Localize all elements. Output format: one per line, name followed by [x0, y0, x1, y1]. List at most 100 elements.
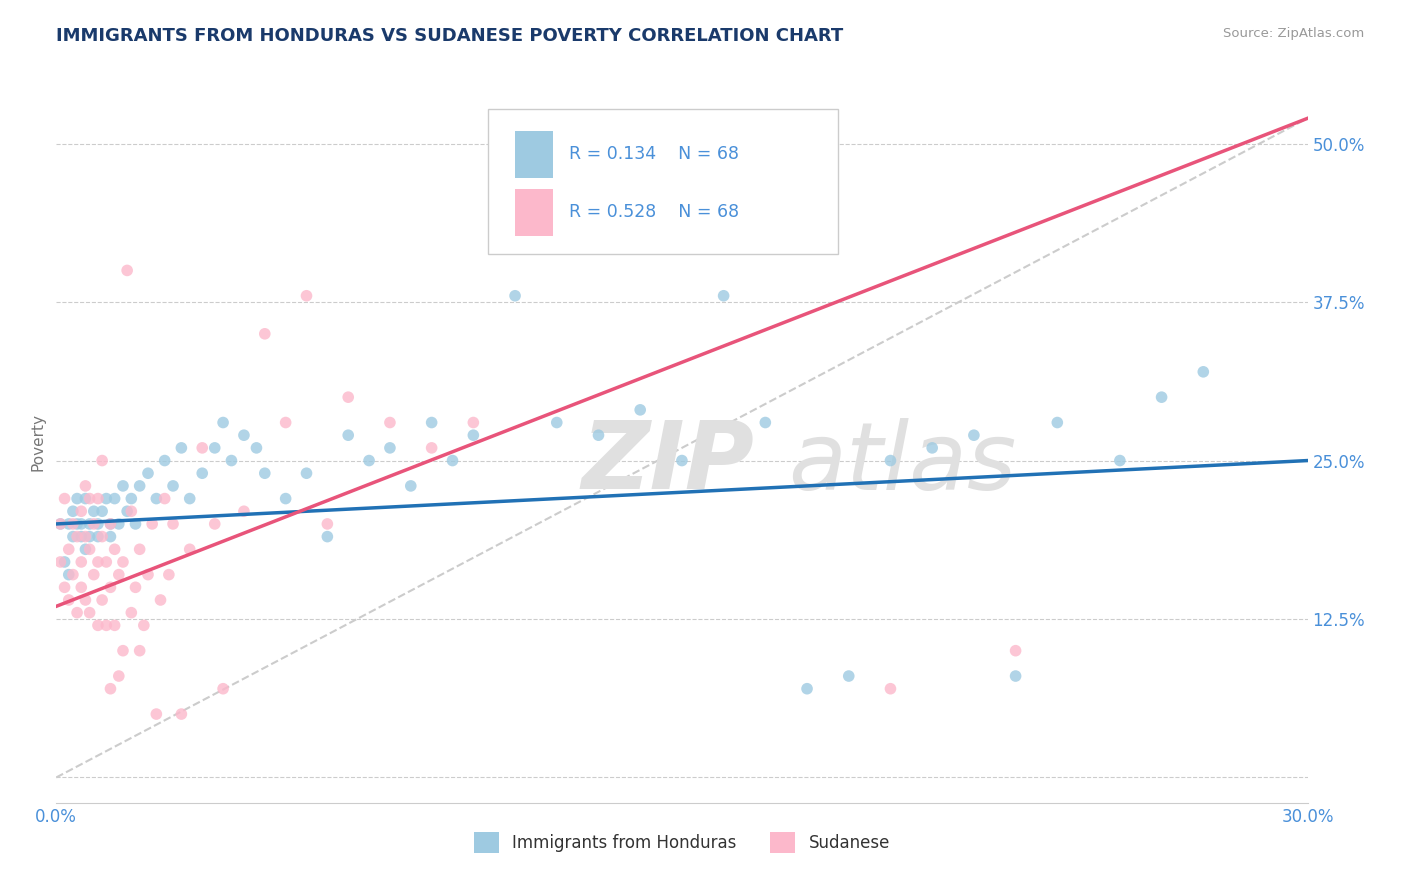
Point — [53, 555, 76, 569]
Point — [963, 428, 986, 442]
Point — [104, 542, 127, 557]
Point — [111, 555, 134, 569]
Point — [796, 681, 818, 696]
Point — [274, 491, 297, 506]
Point — [75, 542, 97, 557]
Point — [838, 669, 860, 683]
Point — [128, 643, 150, 657]
Point — [153, 453, 176, 467]
Point — [91, 593, 114, 607]
Point — [83, 567, 105, 582]
Point — [441, 453, 464, 467]
Point — [233, 504, 256, 518]
Point — [49, 516, 72, 531]
Point — [128, 479, 150, 493]
Point — [70, 516, 93, 531]
Point — [145, 491, 167, 506]
Point — [212, 416, 235, 430]
Point — [128, 542, 150, 557]
Point — [295, 467, 318, 481]
Point — [104, 618, 127, 632]
Point — [87, 491, 110, 506]
Point — [191, 441, 214, 455]
Point — [136, 467, 159, 481]
Point — [115, 263, 138, 277]
Text: R = 0.528    N = 68: R = 0.528 N = 68 — [569, 202, 740, 221]
Text: atlas: atlas — [789, 417, 1017, 508]
Point — [1004, 643, 1026, 657]
Legend: Immigrants from Honduras, Sudanese: Immigrants from Honduras, Sudanese — [467, 826, 897, 860]
Point — [79, 516, 101, 531]
Point — [628, 402, 651, 417]
Point — [83, 516, 105, 531]
Point — [111, 479, 134, 493]
Point — [136, 567, 159, 582]
Point — [108, 669, 131, 683]
Point — [463, 416, 485, 430]
FancyBboxPatch shape — [488, 109, 838, 253]
Point — [70, 530, 93, 544]
Point — [62, 516, 84, 531]
Point — [378, 441, 401, 455]
Point — [62, 530, 84, 544]
Point — [921, 441, 943, 455]
Point — [120, 491, 142, 506]
Point — [141, 516, 163, 531]
Point — [179, 491, 201, 506]
Point — [162, 516, 184, 531]
Point — [546, 416, 568, 430]
Point — [96, 491, 118, 506]
Point — [253, 467, 276, 481]
Point — [75, 491, 97, 506]
Text: ZIP: ZIP — [582, 417, 755, 509]
Point — [70, 504, 93, 518]
Point — [96, 555, 118, 569]
Point — [108, 516, 131, 531]
Point — [157, 567, 180, 582]
Point — [66, 516, 89, 531]
Point — [58, 516, 80, 531]
Point — [754, 416, 776, 430]
Point — [212, 681, 235, 696]
Point — [359, 453, 381, 467]
Point — [713, 289, 735, 303]
Point — [233, 428, 256, 442]
Point — [58, 542, 80, 557]
Point — [245, 441, 267, 455]
Point — [221, 453, 243, 467]
Point — [75, 530, 97, 544]
Point — [120, 606, 142, 620]
Point — [49, 516, 72, 531]
Text: R = 0.134    N = 68: R = 0.134 N = 68 — [569, 145, 740, 163]
Point — [1192, 365, 1215, 379]
Point — [91, 504, 114, 518]
Point — [253, 326, 276, 341]
Point — [162, 479, 184, 493]
Point — [420, 441, 443, 455]
FancyBboxPatch shape — [516, 131, 553, 178]
Point — [378, 416, 401, 430]
Point — [337, 390, 360, 404]
Point — [179, 542, 201, 557]
Point — [170, 441, 193, 455]
Point — [399, 479, 422, 493]
Point — [1150, 390, 1173, 404]
Point — [671, 453, 693, 467]
Point — [87, 618, 110, 632]
Point — [79, 542, 101, 557]
Point — [79, 491, 101, 506]
Point — [87, 516, 110, 531]
Point — [100, 516, 122, 531]
Point — [204, 441, 226, 455]
Point — [87, 555, 110, 569]
Point — [879, 453, 901, 467]
Point — [503, 289, 526, 303]
Point — [274, 416, 297, 430]
Point — [58, 567, 80, 582]
Point — [132, 618, 155, 632]
Point — [91, 530, 114, 544]
Point — [66, 606, 89, 620]
Point — [58, 593, 80, 607]
FancyBboxPatch shape — [516, 188, 553, 235]
Point — [75, 593, 97, 607]
